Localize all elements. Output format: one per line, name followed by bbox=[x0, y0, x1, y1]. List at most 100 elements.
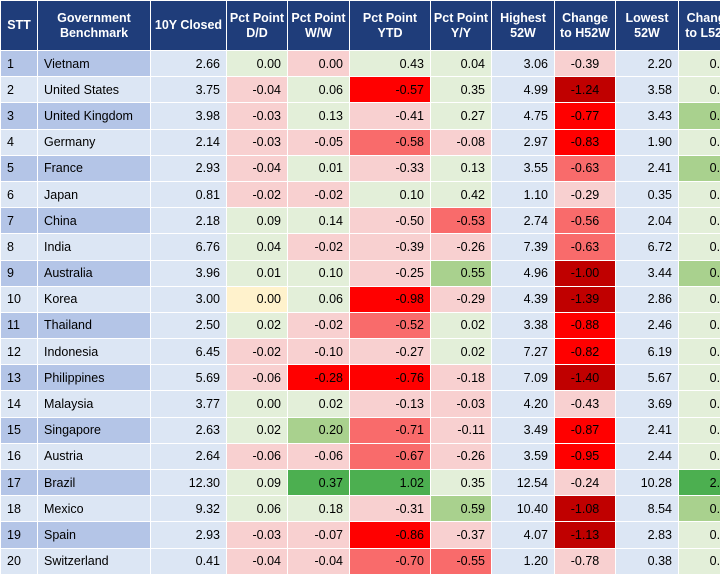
highest-52w-cell: 4.07 bbox=[491, 521, 555, 549]
pct-ww-cell: -0.04 bbox=[287, 547, 350, 576]
pct-yy-cell: 0.55 bbox=[430, 259, 492, 287]
change-h52w-cell: -0.63 bbox=[554, 154, 616, 182]
change-l52w-cell: 0.17 bbox=[678, 76, 720, 104]
header-10y-closed: 10Y Closed bbox=[150, 0, 227, 51]
table-body: 1 Vietnam 2.66 0.00 0.00 0.43 0.04 3.06 -0.39 2.2… bbox=[0, 49, 720, 576]
pct-yy-cell: 0.13 bbox=[430, 154, 492, 182]
pct-dd-cell: 0.09 bbox=[226, 468, 288, 497]
change-l52w-cell: 0.20 bbox=[678, 442, 720, 471]
pct-dd-cell: -0.04 bbox=[226, 154, 288, 182]
closed-10y-cell: 3.77 bbox=[150, 390, 227, 418]
change-h52w-cell: -0.95 bbox=[554, 442, 616, 471]
lowest-52w-cell: 3.44 bbox=[615, 259, 679, 287]
pct-yy-cell: 0.59 bbox=[430, 495, 492, 523]
pct-ww-cell: -0.02 bbox=[287, 180, 350, 209]
pct-yy-cell: 0.02 bbox=[430, 311, 492, 340]
change-l52w-cell: 0.26 bbox=[678, 338, 720, 366]
stt-cell: 15 bbox=[0, 416, 38, 444]
country-cell: Korea bbox=[37, 285, 151, 313]
pct-yy-cell: -0.26 bbox=[430, 442, 492, 471]
stt-cell: 16 bbox=[0, 442, 38, 471]
stt-cell: 1 bbox=[0, 49, 38, 78]
pct-ww-cell: 0.02 bbox=[287, 390, 350, 418]
stt-cell: 18 bbox=[0, 495, 38, 523]
closed-10y-cell: 0.41 bbox=[150, 547, 227, 576]
closed-10y-cell: 3.96 bbox=[150, 259, 227, 287]
stt-cell: 14 bbox=[0, 390, 38, 418]
table-row: 2 United States 3.75 -0.04 0.06 -0.57 0.35 4.99… bbox=[0, 76, 720, 104]
table-row: 16 Austria 2.64 -0.06 -0.06 -0.67 -0.26 3.59 -0.… bbox=[0, 442, 720, 471]
country-cell: United States bbox=[37, 76, 151, 104]
pct-ww-cell: 0.13 bbox=[287, 102, 350, 130]
pct-ytd-cell: 0.10 bbox=[349, 180, 431, 209]
change-l52w-cell: 0.04 bbox=[678, 233, 720, 261]
pct-ww-cell: -0.06 bbox=[287, 442, 350, 471]
country-cell: Germany bbox=[37, 128, 151, 156]
pct-yy-cell: 0.35 bbox=[430, 76, 492, 104]
lowest-52w-cell: 0.38 bbox=[615, 547, 679, 576]
pct-yy-cell: -0.29 bbox=[430, 285, 492, 313]
header-pct-point-ww: Pct Point W/W bbox=[287, 0, 350, 51]
pct-yy-cell: -0.03 bbox=[430, 390, 492, 418]
stt-cell: 12 bbox=[0, 338, 38, 366]
highest-52w-cell: 4.39 bbox=[491, 285, 555, 313]
country-cell: China bbox=[37, 207, 151, 235]
pct-yy-cell: -0.08 bbox=[430, 128, 492, 156]
pct-dd-cell: -0.03 bbox=[226, 521, 288, 549]
pct-ytd-cell: -0.25 bbox=[349, 259, 431, 287]
pct-ytd-cell: -0.52 bbox=[349, 311, 431, 340]
stt-cell: 9 bbox=[0, 259, 38, 287]
pct-ytd-cell: -0.50 bbox=[349, 207, 431, 235]
pct-dd-cell: 0.00 bbox=[226, 49, 288, 78]
pct-ytd-cell: -0.58 bbox=[349, 128, 431, 156]
closed-10y-cell: 3.98 bbox=[150, 102, 227, 130]
header-pct-point-yy: Pct Point Y/Y bbox=[430, 0, 492, 51]
lowest-52w-cell: 2.41 bbox=[615, 416, 679, 444]
change-l52w-cell: 0.55 bbox=[678, 102, 720, 130]
change-l52w-cell: 2.02 bbox=[678, 468, 720, 497]
highest-52w-cell: 2.97 bbox=[491, 128, 555, 156]
highest-52w-cell: 1.10 bbox=[491, 180, 555, 209]
country-cell: France bbox=[37, 154, 151, 182]
country-cell: Singapore bbox=[37, 416, 151, 444]
lowest-52w-cell: 1.90 bbox=[615, 128, 679, 156]
closed-10y-cell: 2.64 bbox=[150, 442, 227, 471]
pct-dd-cell: -0.03 bbox=[226, 102, 288, 130]
change-l52w-cell: 0.14 bbox=[678, 207, 720, 235]
table-row: 5 France 2.93 -0.04 0.01 -0.33 0.13 3.55 -0.63 2.… bbox=[0, 154, 720, 182]
stt-cell: 17 bbox=[0, 468, 38, 497]
closed-10y-cell: 0.81 bbox=[150, 180, 227, 209]
stt-cell: 20 bbox=[0, 547, 38, 576]
stt-cell: 7 bbox=[0, 207, 38, 235]
pct-ytd-cell: -0.71 bbox=[349, 416, 431, 444]
change-h52w-cell: -1.40 bbox=[554, 364, 616, 392]
pct-ww-cell: -0.07 bbox=[287, 521, 350, 549]
country-cell: Philippines bbox=[37, 364, 151, 392]
highest-52w-cell: 7.27 bbox=[491, 338, 555, 366]
closed-10y-cell: 2.63 bbox=[150, 416, 227, 444]
pct-yy-cell: -0.11 bbox=[430, 416, 492, 444]
header-highest-52w: Highest 52W bbox=[491, 0, 555, 51]
change-h52w-cell: -0.56 bbox=[554, 207, 616, 235]
table-row: 20 Switzerland 0.41 -0.04 -0.04 -0.70 -0.55 1.2… bbox=[0, 547, 720, 576]
table-row: 1 Vietnam 2.66 0.00 0.00 0.43 0.04 3.06 -0.39 2.2… bbox=[0, 49, 720, 78]
pct-dd-cell: 0.00 bbox=[226, 285, 288, 313]
header-lowest-52w: Lowest 52W bbox=[615, 0, 679, 51]
country-cell: Brazil bbox=[37, 468, 151, 497]
lowest-52w-cell: 2.86 bbox=[615, 285, 679, 313]
lowest-52w-cell: 2.44 bbox=[615, 442, 679, 471]
pct-dd-cell: 0.01 bbox=[226, 259, 288, 287]
pct-ytd-cell: 1.02 bbox=[349, 468, 431, 497]
pct-dd-cell: -0.06 bbox=[226, 442, 288, 471]
pct-yy-cell: 0.02 bbox=[430, 338, 492, 366]
pct-yy-cell: 0.04 bbox=[430, 49, 492, 78]
pct-ytd-cell: -0.76 bbox=[349, 364, 431, 392]
change-l52w-cell: 0.22 bbox=[678, 416, 720, 444]
change-h52w-cell: -0.29 bbox=[554, 180, 616, 209]
change-l52w-cell: 0.04 bbox=[678, 547, 720, 576]
change-h52w-cell: -0.87 bbox=[554, 416, 616, 444]
highest-52w-cell: 4.20 bbox=[491, 390, 555, 418]
pct-yy-cell: 0.35 bbox=[430, 468, 492, 497]
country-cell: Malaysia bbox=[37, 390, 151, 418]
